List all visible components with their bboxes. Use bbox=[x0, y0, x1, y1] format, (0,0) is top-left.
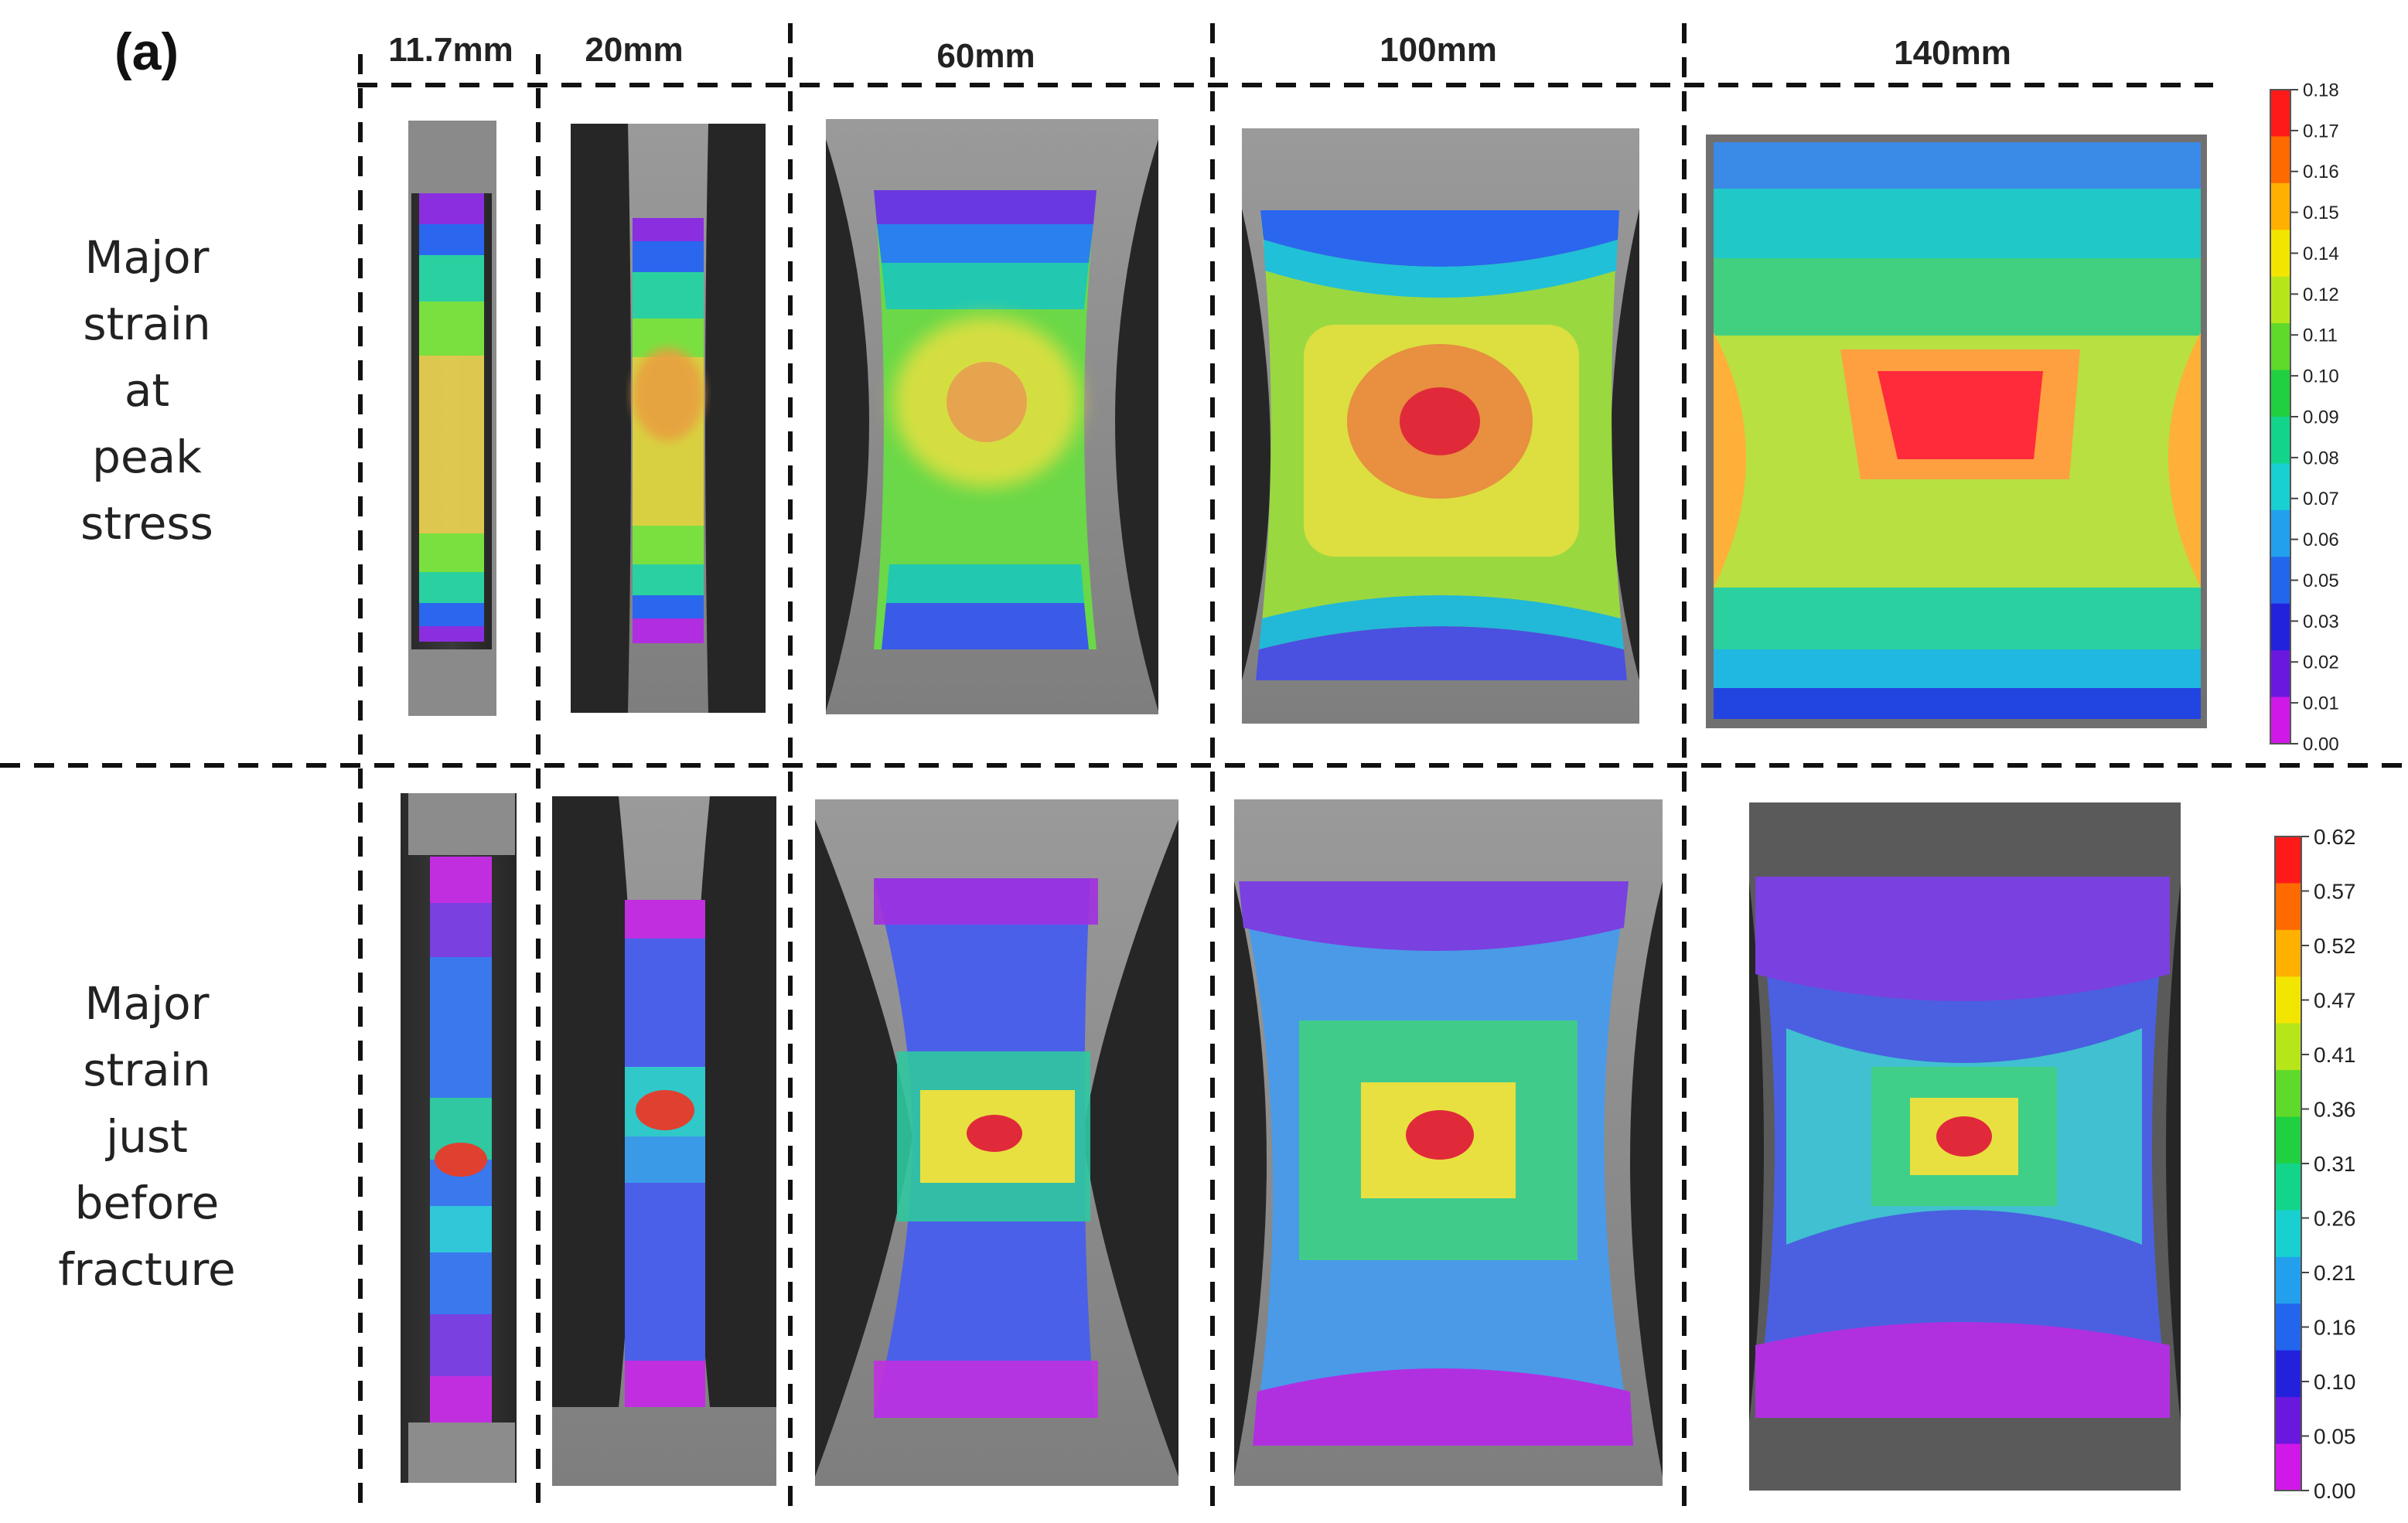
row-label-line: stress bbox=[80, 497, 213, 550]
colorbar-tick-label: 0.31 bbox=[2314, 1152, 2356, 1176]
colorbar-segment bbox=[2270, 650, 2290, 698]
colorbar-tick-label: 0.03 bbox=[2303, 612, 2339, 632]
specimen-11-7mm-fracture bbox=[401, 793, 517, 1483]
colorbar-tick-label: 0.08 bbox=[2303, 448, 2339, 468]
column-label-20mm: 20mm bbox=[585, 31, 684, 69]
colorbar-segment bbox=[2275, 1023, 2301, 1072]
colorbar-segment bbox=[2275, 1397, 2301, 1445]
colorbar-peak-stress: 0.18 0.17 0.16 0.15 0.14 0.12 0.11 0.10 0.09 0.08… bbox=[2270, 80, 2339, 755]
colorbar-tick-label: 0.47 bbox=[2314, 988, 2356, 1012]
colorbar-segment bbox=[2275, 929, 2301, 978]
row-label-line: peak bbox=[92, 431, 202, 483]
colorbar-tick-label: 0.10 bbox=[2303, 366, 2339, 387]
colorbar-segment bbox=[2270, 370, 2290, 417]
specimen-11-7mm-peak bbox=[408, 121, 496, 716]
colorbar-segment bbox=[2270, 276, 2290, 325]
colorbar-segment bbox=[2270, 323, 2290, 371]
column-label-60mm: 60mm bbox=[936, 37, 1035, 75]
specimen-60mm-peak bbox=[826, 119, 1158, 714]
colorbar-segment bbox=[2275, 1210, 2301, 1258]
colorbar-tick-label: 0.06 bbox=[2303, 530, 2339, 550]
colorbar-segment bbox=[2275, 1256, 2301, 1305]
specimen-60mm-fracture bbox=[815, 799, 1178, 1486]
colorbar-tick-label: 0.16 bbox=[2314, 1315, 2356, 1339]
colorbar-segment bbox=[2270, 90, 2290, 138]
colorbar-tick-label: 0.15 bbox=[2303, 203, 2339, 223]
colorbar-tick-label: 0.41 bbox=[2314, 1043, 2356, 1067]
colorbar-segment bbox=[2275, 1350, 2301, 1399]
row-label-line: Major bbox=[84, 231, 210, 284]
colorbar-tick-label: 0.07 bbox=[2303, 489, 2339, 509]
colorbar-tick-label: 0.00 bbox=[2303, 734, 2339, 755]
specimen-20mm-fracture bbox=[552, 796, 776, 1486]
colorbar-segment bbox=[2270, 182, 2290, 231]
colorbar-tick-label: 0.21 bbox=[2314, 1261, 2356, 1285]
colorbar-tick-label: 0.00 bbox=[2314, 1479, 2356, 1503]
colorbar-tick-label: 0.11 bbox=[2303, 325, 2338, 346]
row-label-line: strain bbox=[83, 1044, 211, 1096]
colorbar-segment bbox=[2275, 1070, 2301, 1118]
colorbar-segment bbox=[2275, 836, 2301, 884]
specimen-100mm-peak bbox=[1242, 128, 1639, 724]
row-label-before-fracture: Major strain just before fracture bbox=[31, 970, 263, 1303]
colorbar-segment bbox=[2275, 976, 2301, 1024]
row-label-line: at bbox=[124, 364, 170, 417]
colorbar-segment bbox=[2270, 136, 2290, 184]
colorbar-tick-label: 0.09 bbox=[2303, 407, 2339, 428]
colorbar-tick-label: 0.05 bbox=[2303, 571, 2339, 591]
row-label-line: strain bbox=[83, 298, 211, 350]
dashed-grid bbox=[0, 23, 2408, 1515]
colorbar-tick-label: 0.17 bbox=[2303, 121, 2339, 141]
colorbar-segment bbox=[2270, 557, 2290, 605]
row-label-line: fracture bbox=[58, 1243, 236, 1296]
colorbar-tick-label: 0.26 bbox=[2314, 1206, 2356, 1230]
specimen-20mm-peak bbox=[571, 124, 766, 713]
colorbar-tick-label: 0.57 bbox=[2314, 879, 2356, 903]
colorbar-tick-label: 0.10 bbox=[2314, 1370, 2356, 1394]
column-label-140mm: 140mm bbox=[1894, 34, 2011, 72]
colorbar-tick-label: 0.52 bbox=[2314, 934, 2356, 958]
colorbar-segment bbox=[2270, 230, 2290, 278]
panel-label: (a) bbox=[114, 22, 179, 81]
colorbar-fracture: 0.62 0.57 0.52 0.47 0.41 0.36 0.31 0.26 0.21 0.16… bbox=[2274, 825, 2356, 1503]
row-label-line: Major bbox=[84, 977, 210, 1030]
colorbar-segment bbox=[2275, 1303, 2301, 1351]
colorbar-segment bbox=[2270, 509, 2290, 558]
colorbar-tick-label: 0.02 bbox=[2303, 652, 2339, 673]
colorbar-segment bbox=[2275, 883, 2301, 931]
column-label-100mm: 100mm bbox=[1380, 31, 1497, 69]
colorbar-tick-label: 0.18 bbox=[2303, 80, 2339, 101]
colorbar-segment bbox=[2270, 417, 2290, 465]
colorbar-segment bbox=[2275, 1116, 2301, 1164]
row-label-line: just bbox=[106, 1110, 188, 1163]
row-label-line: before bbox=[74, 1177, 220, 1229]
colorbar-tick-label: 0.14 bbox=[2303, 244, 2339, 264]
colorbar-tick-label: 0.16 bbox=[2303, 162, 2339, 182]
specimen-140mm-fracture bbox=[1749, 802, 2181, 1491]
colorbar-tick-label: 0.12 bbox=[2303, 284, 2339, 305]
colorbar-segment bbox=[2275, 1164, 2301, 1211]
colorbar-tick-label: 0.62 bbox=[2314, 825, 2356, 849]
colorbar-segment bbox=[2270, 463, 2290, 511]
specimen-100mm-fracture bbox=[1234, 799, 1663, 1486]
colorbar-tick-label: 0.01 bbox=[2303, 693, 2339, 714]
colorbar-segment bbox=[2275, 1443, 2301, 1491]
row-label-peak-stress: Major strain at peak stress bbox=[31, 224, 263, 557]
specimen-140mm-peak bbox=[1706, 135, 2207, 728]
colorbar-segment bbox=[2270, 603, 2290, 652]
colorbar-tick-label: 0.05 bbox=[2314, 1424, 2356, 1448]
colorbar-tick-label: 0.36 bbox=[2314, 1097, 2356, 1121]
column-label-11-7mm: 11.7mm bbox=[388, 31, 513, 69]
colorbar-segment bbox=[2270, 697, 2290, 744]
